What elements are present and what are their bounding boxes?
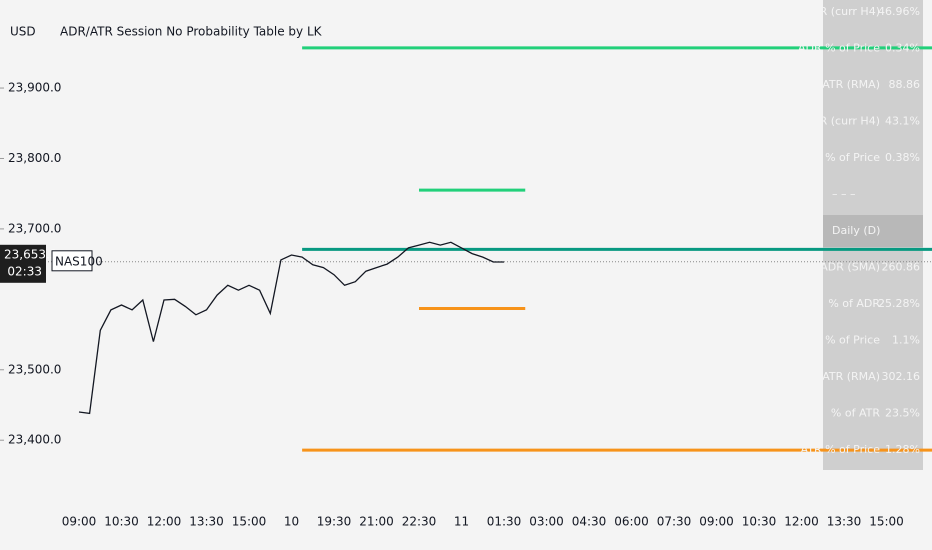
table-value: 260.86 bbox=[882, 261, 921, 274]
x-tick-label: 13:30 bbox=[827, 515, 862, 529]
symbol-label: NAS100 bbox=[55, 254, 103, 268]
x-tick-label: 04:30 bbox=[572, 515, 607, 529]
x-tick-label: 09:00 bbox=[62, 515, 97, 529]
x-tick-label: 22:30 bbox=[402, 515, 437, 529]
x-tick-label: 10 bbox=[284, 515, 299, 529]
table-label: % of ADR (curr H4) bbox=[776, 5, 880, 18]
table-label: % of ATR (curr H4) bbox=[778, 115, 880, 128]
countdown: 02:33 bbox=[7, 264, 42, 278]
table-label: ATR (RMA) bbox=[822, 78, 880, 91]
table-value: 1.28% bbox=[885, 443, 920, 456]
x-tick-label: 19:30 bbox=[317, 515, 352, 529]
table-header: – – – bbox=[832, 188, 856, 201]
table-value: 0.38% bbox=[885, 151, 920, 164]
table-label: ATR % of Price bbox=[801, 151, 881, 164]
table-value: 46.96% bbox=[878, 5, 920, 18]
table-label: ADR (SMA) bbox=[820, 261, 880, 274]
y-tick-label: 23,700.0 bbox=[8, 221, 61, 235]
table-label: % of ATR bbox=[831, 407, 880, 420]
table-label: % of ADR bbox=[828, 297, 880, 310]
symbol-label-box bbox=[51, 250, 93, 272]
table-value: 1.1% bbox=[892, 334, 920, 347]
table-value: 43.1% bbox=[885, 115, 920, 128]
last-price-label: 23,653.3 bbox=[4, 247, 57, 261]
currency: USD bbox=[10, 25, 36, 39]
x-tick-label: 06:00 bbox=[614, 515, 649, 529]
table-value: 88.86 bbox=[889, 78, 921, 91]
price-label-box bbox=[0, 244, 46, 283]
table-value: 302.16 bbox=[882, 370, 921, 383]
x-tick-label: 01:30 bbox=[487, 515, 522, 529]
x-tick-label: 13:30 bbox=[189, 515, 224, 529]
table-value: 25.28% bbox=[878, 297, 920, 310]
x-tick-label: 15:00 bbox=[232, 515, 267, 529]
table-header: Daily (D) bbox=[832, 224, 880, 237]
table-label: ADR % of Price bbox=[798, 42, 880, 55]
y-tick-label: 23,800.0 bbox=[8, 151, 61, 165]
x-tick-label: 15:00 bbox=[869, 515, 904, 529]
x-tick-label: 21:00 bbox=[359, 515, 394, 529]
chart-title: ADR/ATR Session No Probability Table by … bbox=[60, 25, 323, 39]
y-tick-label: 23,400.0 bbox=[8, 433, 61, 447]
table-label: ATR (RMA) bbox=[822, 370, 880, 383]
x-tick-label: 03:00 bbox=[529, 515, 564, 529]
x-tick-label: 11 bbox=[454, 515, 469, 529]
x-tick-label: 12:00 bbox=[784, 515, 819, 529]
table-value: 0.34% bbox=[885, 42, 920, 55]
y-tick-label: 23,500.0 bbox=[8, 362, 61, 376]
table-value: 23.5% bbox=[885, 407, 920, 420]
x-tick-label: 07:30 bbox=[657, 515, 692, 529]
table-label: ATR % of Price bbox=[801, 443, 881, 456]
table-header-cell bbox=[823, 215, 923, 247]
x-tick-label: 10:30 bbox=[742, 515, 777, 529]
x-tick-label: 12:00 bbox=[147, 515, 182, 529]
y-tick-label: 23,900.0 bbox=[8, 81, 61, 95]
table-label: ADR % of Price bbox=[798, 334, 880, 347]
x-tick-label: 10:30 bbox=[104, 515, 139, 529]
x-tick-label: 09:00 bbox=[699, 515, 734, 529]
price-line bbox=[78, 241, 504, 415]
